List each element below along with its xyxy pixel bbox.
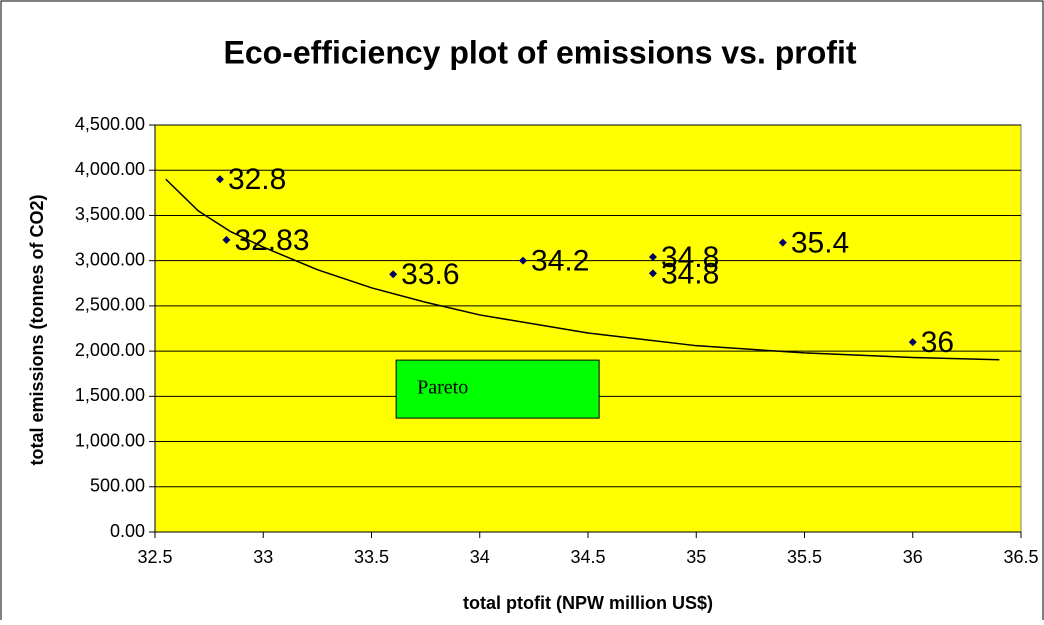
y-tick-label: 2,000.00 (75, 340, 145, 360)
point (648, 253, 657, 262)
point (908, 338, 917, 347)
point (519, 256, 528, 265)
point (648, 269, 657, 278)
data-label: 35.4 (791, 226, 849, 259)
annotation-box (395, 359, 600, 419)
x-tick-label: 34 (470, 547, 490, 567)
y-tick-label: 2,500.00 (75, 295, 145, 315)
x-tick-label: 35.5 (787, 547, 822, 567)
chart-title: Eco-efficiency plot of emissions vs. pro… (223, 34, 856, 70)
data-label: 33.6 (401, 258, 459, 291)
x-tick-label: 36.5 (1003, 547, 1038, 567)
trendline (165, 178, 1000, 361)
x-tick-label: 33 (253, 547, 273, 567)
data-label: 32.8 (228, 163, 286, 196)
data-label: 34.2 (531, 245, 589, 278)
x-tick-label: 32.5 (137, 547, 172, 567)
x-tick-label: 36 (903, 547, 923, 567)
annotation: Pareto (417, 377, 468, 399)
y-axis-label: total emissions (tonnes of CO2) (27, 194, 47, 465)
y-tick-label: 4,500.00 (75, 114, 145, 134)
y-tick-label: 3,500.00 (75, 204, 145, 224)
point (215, 175, 224, 184)
y-tick-label: 4,000.00 (75, 159, 145, 179)
x-axis-label: total ptofit (NPW million US$) (463, 593, 713, 613)
data-label: 34.8 (661, 241, 719, 274)
y-tick-label: 500.00 (90, 476, 145, 496)
data-label: 36 (921, 326, 954, 359)
y-tick-label: 1,500.00 (75, 385, 145, 405)
plot-area (154, 124, 1022, 533)
y-tick-label: 0.00 (110, 521, 145, 541)
data-label: 32.83 (234, 224, 309, 257)
x-tick-label: 33.5 (354, 547, 389, 567)
y-tick-label: 3,000.00 (75, 249, 145, 269)
point (389, 270, 398, 279)
x-tick-label: 34.5 (570, 547, 605, 567)
data-label: 34.8 (661, 257, 719, 290)
point (778, 238, 787, 247)
x-tick-label: 35 (686, 547, 706, 567)
y-tick-label: 1,000.00 (75, 430, 145, 450)
point (222, 235, 231, 244)
